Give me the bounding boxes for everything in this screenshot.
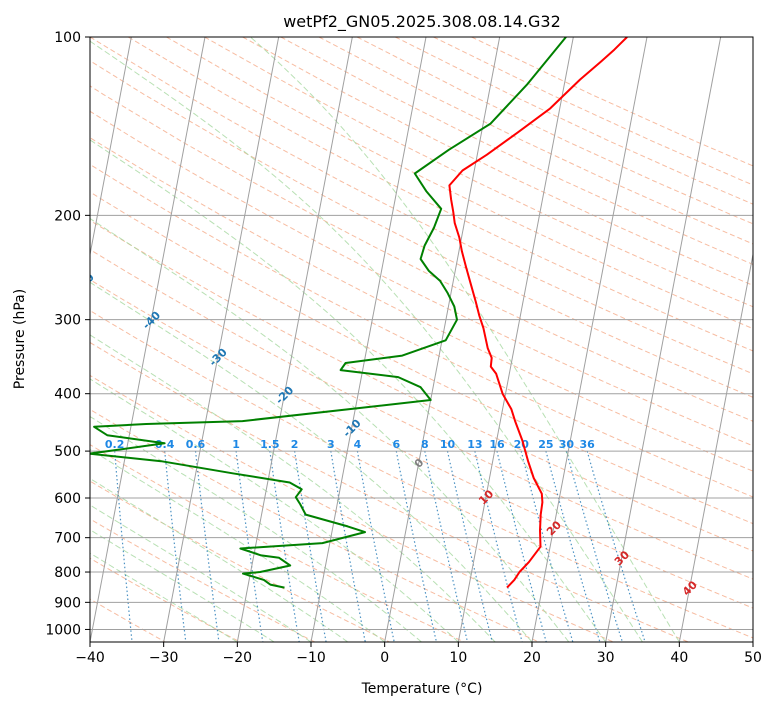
plot-frame	[89, 36, 754, 643]
mixing-ratio-label: 36	[580, 438, 596, 451]
mixing-ratio-line	[545, 450, 601, 642]
grid-lines	[90, 37, 753, 642]
mixing-ratio-label: 2	[291, 438, 299, 451]
isotherm-line	[531, 37, 648, 642]
x-tick-label: 30	[597, 650, 615, 666]
x-tick-label: 40	[670, 650, 688, 666]
mixing-ratio-line	[269, 451, 300, 642]
isotherm-line	[163, 37, 280, 642]
isotherm-line	[384, 37, 501, 642]
mixing-ratio-label: 10	[440, 438, 456, 451]
mixing-ratio-label: 13	[467, 438, 482, 451]
mixing-ratio-label: 0.4	[155, 438, 175, 451]
mixing-ratio-line	[446, 450, 493, 642]
mixing-ratio-line	[395, 450, 437, 642]
mixing-ratio-label: 0.2	[105, 438, 125, 451]
moist-adiabat	[90, 477, 349, 642]
moist-adiabat	[250, 37, 680, 642]
mixing-ratio-line	[586, 450, 646, 642]
dry-adiabat	[90, 191, 753, 525]
isotherm-line	[605, 37, 722, 642]
mixing-ratio-label: 30	[559, 438, 575, 451]
mixing-ratio-label: 4	[354, 438, 362, 451]
mixing-ratio-line	[194, 451, 220, 642]
x-tick-label: 50	[744, 650, 762, 666]
x-tick-label: 10	[449, 650, 467, 666]
moist-adiabat	[90, 415, 422, 642]
y-tick-label: 100	[54, 30, 81, 46]
line-labels: 0.10.20.40.611.52346810131620253036-100-…	[74, 271, 700, 599]
y-axis-label: Pressure (hPa)	[12, 289, 28, 389]
x-tick-label: −30	[149, 650, 179, 666]
mixing-ratio-line	[114, 451, 133, 642]
mixing-ratio-label: 0.6	[186, 438, 206, 451]
dry-adiabat	[90, 219, 753, 552]
y-tick-label: 200	[54, 208, 81, 224]
moist-adiabat	[90, 281, 533, 642]
mixing-ratio-line	[356, 450, 395, 642]
dewpoint-profile	[90, 37, 567, 589]
dry-adiabat	[90, 110, 753, 447]
isotherm-line	[678, 251, 753, 642]
dry-adiabat	[90, 518, 315, 642]
temperature-profile	[448, 37, 628, 589]
mixing-ratio-label: 16	[489, 438, 505, 451]
isotherm-line	[90, 37, 206, 642]
dry-adiabat	[90, 279, 753, 609]
mixing-ratio-line	[164, 451, 187, 642]
mixing-ratio-line	[235, 451, 264, 642]
dry-adiabat	[90, 480, 390, 642]
chart-title: wetPf2_GN05.2025.308.08.14.G32	[283, 12, 561, 32]
y-axis: 100 200 300 400 500 600 700 800 900 1000	[45, 30, 90, 638]
mixing-ratio-label: 3	[327, 438, 335, 451]
x-tick-label: −20	[223, 650, 253, 666]
isotherm-label: -50	[74, 271, 97, 294]
background-lines	[90, 37, 753, 642]
dry-adiabat	[90, 163, 753, 498]
x-tick-label: −10	[296, 650, 326, 666]
y-tick-label: 500	[54, 444, 81, 460]
mixing-ratio-label: 1	[232, 438, 240, 451]
moist-adiabat	[90, 378, 459, 642]
y-tick-label: 600	[54, 491, 81, 507]
dry-adiabat	[90, 137, 753, 472]
y-tick-label: 300	[54, 313, 81, 329]
y-tick-label: 900	[54, 595, 81, 611]
y-tick-label: 1000	[45, 622, 81, 638]
mixing-ratio-line	[474, 450, 523, 642]
x-tick-label: 20	[523, 650, 541, 666]
moist-adiabat	[90, 334, 496, 642]
isotherm-line	[457, 37, 574, 642]
mixing-ratio-label: 25	[538, 438, 553, 451]
y-tick-label: 700	[54, 531, 81, 547]
mixing-ratio-line	[520, 450, 574, 642]
isotherm-line	[236, 37, 353, 642]
dry-adiabat	[90, 37, 753, 375]
moist-adiabat	[90, 217, 570, 642]
profiles	[90, 37, 628, 589]
moist-adiabat	[90, 40, 643, 642]
y-tick-label: 400	[54, 387, 81, 403]
x-axis-label: Temperature (°C)	[361, 681, 483, 697]
x-tick-label: −40	[75, 650, 105, 666]
dry-adiabat	[204, 37, 753, 308]
isotherm-line	[90, 37, 132, 258]
mixing-ratio-label: 6	[392, 438, 400, 451]
y-tick-label: 800	[54, 565, 81, 581]
mixing-ratio-label: 8	[421, 438, 429, 451]
moist-adiabat	[90, 139, 607, 642]
mixing-ratio-line	[496, 450, 547, 642]
x-tick-label: 0	[380, 650, 389, 666]
dry-adiabat	[90, 341, 689, 642]
mixing-ratio-label: 1.5	[260, 438, 280, 451]
dry-adiabat	[242, 37, 753, 286]
mixing-ratio-line	[424, 450, 469, 642]
dry-adiabat	[90, 408, 540, 642]
x-axis: −40 −30 −20 −10 0 10 20 30 40 50	[75, 642, 762, 666]
dry-adiabat	[127, 37, 753, 352]
mixing-ratio-line	[565, 450, 623, 642]
